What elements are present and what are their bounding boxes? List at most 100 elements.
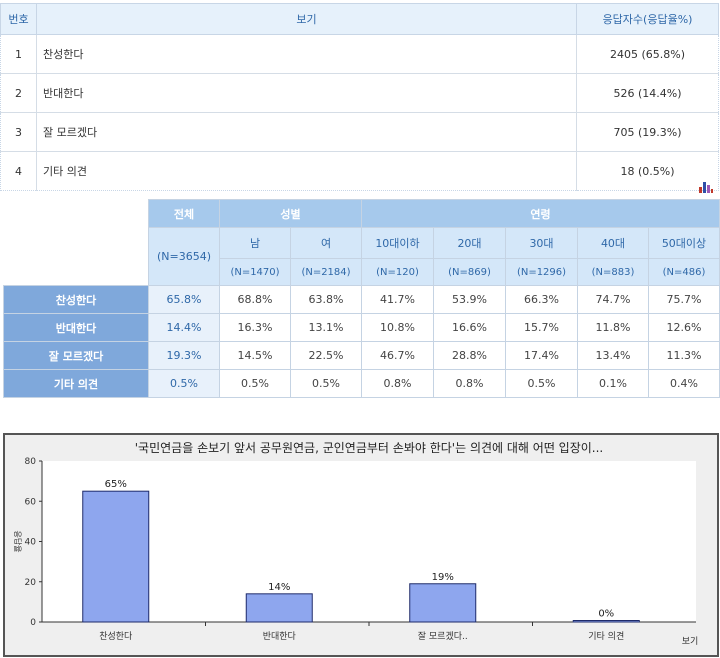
header-count: 응답자수(응답율%) [576,3,719,35]
crosstab-row: 잘 모르겠다 19.3% 14.5% 22.5% 46.7% 28.8% 17.4% 13.4… [3,341,720,370]
x-tick-label: 잘 모르겠다.. [418,630,468,642]
x-axis-label: 보기 [682,636,699,647]
y-tick-label: 20 [25,578,37,588]
column-n: (N=1470) [219,258,291,286]
total-n: (N=3654) [148,227,220,286]
crosstab-cell: 75.7% [648,285,720,314]
crosstab-cell: 10.8% [361,313,434,342]
bar [409,583,477,623]
row-number: 4 [0,151,37,191]
crosstab-cell: 12.6% [648,313,720,342]
crosstab-table: 전체 성별 연령 (N=3654) 남 여 10대이하 20대 30대 40대 50대이상 … [3,199,720,398]
summary-row: 1 찬성한다 2405 (65.8%) [0,34,719,74]
header-no: 번호 [0,3,37,35]
data-label: 14% [268,582,290,593]
crosstab-row-label: 반대한다 [3,313,149,342]
data-label: 65% [105,479,127,490]
crosstab-cell: 0.5% [505,369,578,398]
y-tick-label: 80 [25,457,37,467]
column-label: 40대 [577,227,649,259]
crosstab-row-label: 기타 의견 [3,369,149,398]
column-n: (N=2184) [290,258,362,286]
x-tick-label: 기타 의견 [588,630,624,642]
column-label: 남 [219,227,291,259]
crosstab-cell: 63.8% [290,285,362,314]
crosstab-cell: 66.3% [505,285,578,314]
column-label: 여 [290,227,362,259]
crosstab-row-label: 잘 모르겠다 [3,341,149,370]
column-label: 30대 [505,227,578,259]
crosstab-total-cell: 19.3% [148,341,220,370]
x-tick-label: 찬성한다 [99,631,133,642]
column-n: (N=869) [433,258,506,286]
column-n: (N=120) [361,258,434,286]
header-option: 보기 [36,3,577,35]
data-label: 19% [432,572,454,583]
crosstab-cell: 0.1% [577,369,649,398]
crosstab-cell: 53.9% [433,285,506,314]
crosstab-cell: 0.8% [433,369,506,398]
column-n: (N=1296) [505,258,578,286]
row-label: 기타 의견 [36,151,577,191]
crosstab-cell: 0.5% [219,369,291,398]
crosstab-cell: 22.5% [290,341,362,370]
group-gender: 성별 [219,199,362,228]
bar-chart: '국민연금을 손보기 앞서 공무원연금, 군인연금부터 손봐야 한다'는 의견에… [13,441,699,647]
crosstab-cell: 17.4% [505,341,578,370]
summary-table: 번호 보기 응답자수(응답율%) 1 찬성한다 2405 (65.8%) 2 반대한다 5… [0,3,719,191]
y-tick-label: 0 [30,618,36,628]
column-label: 20대 [433,227,506,259]
crosstab-cell: 0.5% [290,369,362,398]
row-count: 2405 (65.8%) [576,34,719,74]
column-label: 10대이하 [361,227,434,259]
row-number: 3 [0,112,37,152]
crosstab-row-label: 찬성한다 [3,285,149,314]
crosstab-cell: 16.3% [219,313,291,342]
crosstab-row: 기타 의견 0.5% 0.5% 0.5% 0.8% 0.8% 0.5% 0.1% 0.4% [3,369,720,398]
y-tick-label: 40 [25,538,37,548]
row-label: 잘 모르겠다 [36,112,577,152]
crosstab-cell: 41.7% [361,285,434,314]
bar [82,490,150,623]
bar [572,620,640,623]
row-label: 반대한다 [36,73,577,113]
crosstab-cell: 28.8% [433,341,506,370]
y-tick-label: 60 [25,497,37,507]
crosstab-cell: 0.8% [361,369,434,398]
chart-title: '국민연금을 손보기 앞서 공무원연금, 군인연금부터 손봐야 한다'는 의견에… [135,441,603,455]
crosstab-row: 찬성한다 65.8% 68.8% 63.8% 41.7% 53.9% 66.3% 74.7% 7… [3,285,720,314]
y-axis-label: 응답율 [13,530,23,552]
column-n: (N=883) [577,258,649,286]
row-label: 찬성한다 [36,34,577,74]
column-n: (N=486) [648,258,720,286]
column-label: 50대이상 [648,227,720,259]
x-tick-label: 반대한다 [263,631,297,642]
crosstab-cell: 14.5% [219,341,291,370]
summary-row: 4 기타 의견 18 (0.5%) [0,151,719,191]
row-count: 18 (0.5%) [576,151,719,191]
plot-area [42,461,696,622]
crosstab-total-cell: 65.8% [148,285,220,314]
row-count: 526 (14.4%) [576,73,719,113]
crosstab-row: 반대한다 14.4% 16.3% 13.1% 10.8% 16.6% 15.7% 11.8% 1… [3,313,720,342]
group-age: 연령 [361,199,720,228]
crosstab-cell: 13.4% [577,341,649,370]
crosstab-cell: 0.4% [648,369,720,398]
crosstab-cell: 74.7% [577,285,649,314]
row-count: 705 (19.3%) [576,112,719,152]
crosstab-cell: 15.7% [505,313,578,342]
row-number: 1 [0,34,37,74]
crosstab-cell: 68.8% [219,285,291,314]
bar [245,593,313,623]
bar-chart-icon[interactable] [699,181,713,193]
chart-frame: '국민연금을 손보기 앞서 공무원연금, 군인연금부터 손봐야 한다'는 의견에… [3,433,719,657]
group-total: 전체 [148,199,220,228]
crosstab-total-cell: 14.4% [148,313,220,342]
crosstab-cell: 16.6% [433,313,506,342]
summary-header-row: 번호 보기 응답자수(응답율%) [0,3,719,35]
crosstab-total-cell: 0.5% [148,369,220,398]
data-label: 0% [598,609,614,620]
crosstab-cell: 11.8% [577,313,649,342]
crosstab-cell: 11.3% [648,341,720,370]
